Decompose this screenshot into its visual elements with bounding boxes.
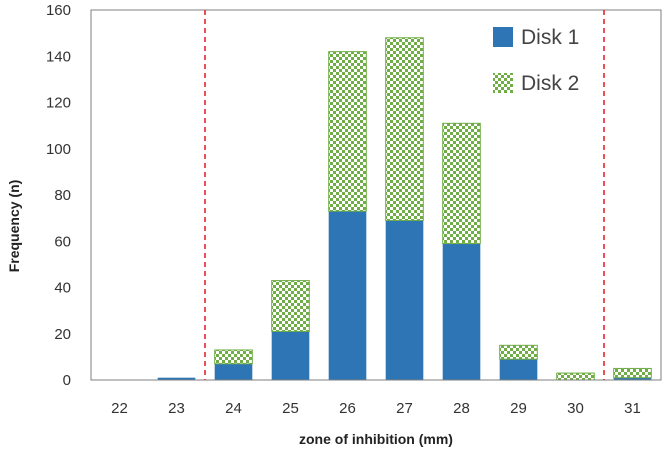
x-tick-label: 25 — [282, 400, 299, 417]
bar-disk-1-26 — [328, 211, 367, 380]
y-tick-label: 40 — [54, 280, 71, 297]
bar-disk-2-26 — [328, 51, 367, 212]
legend-label-disk-1: Disk 1 — [521, 26, 579, 49]
x-tick-label: 27 — [396, 400, 413, 417]
bar-disk-1-24 — [214, 363, 253, 380]
bar-disk-2-28 — [442, 122, 481, 245]
bar-disk-2-25 — [271, 280, 310, 332]
bar-disk-2-31 — [613, 367, 652, 379]
x-tick-label: 31 — [624, 400, 641, 417]
y-tick-label: 140 — [46, 48, 71, 65]
bar-disk-1-27 — [385, 220, 424, 380]
legend-swatch-disk-1 — [493, 27, 513, 47]
bar-disk-1-25 — [271, 331, 310, 380]
y-tick-label: 20 — [54, 326, 71, 343]
bar-disk-1-28 — [442, 243, 481, 380]
bar-disk-2-29 — [499, 344, 538, 360]
y-axis-title: Frequency (n) — [6, 180, 22, 273]
y-tick-labels: 0 20 40 60 80 100 120 140 160 — [46, 2, 71, 389]
x-tick-label: 29 — [510, 400, 527, 417]
bar-disk-2-30 — [556, 372, 595, 381]
plot-frame — [90, 9, 662, 381]
x-tick-label: 28 — [453, 400, 470, 417]
y-tick-label: 120 — [46, 95, 71, 112]
bar-disk-1-23 — [157, 377, 196, 380]
bars — [91, 37, 661, 381]
reference-lines — [204, 10, 605, 380]
x-tick-label: 22 — [111, 400, 128, 417]
y-tick-label: 160 — [46, 2, 71, 19]
x-tick-labels: 22 23 24 25 26 27 28 29 30 31 — [111, 400, 641, 417]
bar-disk-1-29 — [499, 359, 538, 380]
x-tick-label: 26 — [339, 400, 356, 417]
y-tick-label: 100 — [46, 141, 71, 158]
bar-disk-2-27 — [385, 37, 424, 221]
x-axis-title: zone of inhibition (mm) — [299, 431, 453, 447]
x-tick-label: 24 — [225, 400, 242, 417]
y-tick-label: 0 — [63, 372, 71, 389]
y-tick-label: 80 — [54, 187, 71, 204]
bar-disk-1-31 — [613, 377, 652, 380]
legend-label-disk-2: Disk 2 — [521, 72, 579, 95]
legend: Disk 1 Disk 2 — [493, 26, 579, 95]
legend-swatch-disk-2 — [493, 73, 513, 93]
x-tick-label: 30 — [567, 400, 584, 417]
bar-disk-2-24 — [214, 349, 253, 365]
y-tick-label: 60 — [54, 233, 71, 250]
x-tick-label: 23 — [168, 400, 185, 417]
